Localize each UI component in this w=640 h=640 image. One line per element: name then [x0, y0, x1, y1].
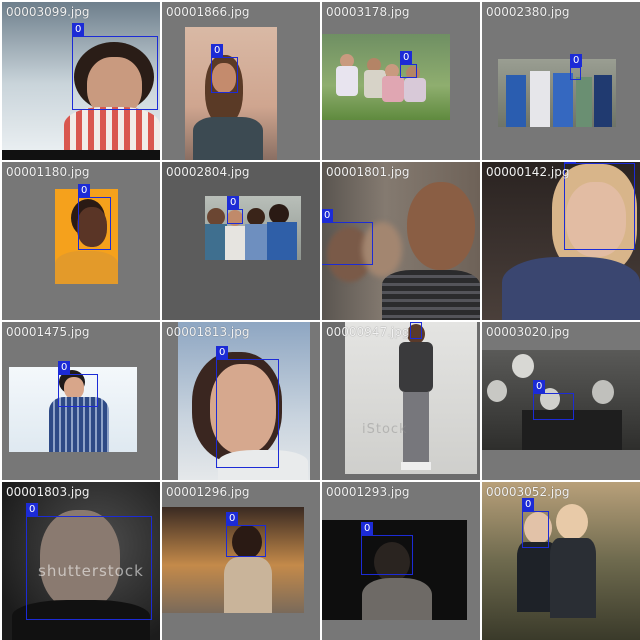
filename-label: 00001803.jpg — [6, 485, 90, 499]
bounding-box: 0 — [322, 209, 373, 265]
class-label: 0 — [78, 184, 91, 197]
bounding-box: 0 — [26, 503, 152, 620]
bounding-box: 0 — [78, 184, 111, 250]
filename-label: 00001293.jpg — [326, 485, 410, 499]
filename-label: 00001801.jpg — [326, 165, 410, 179]
photo — [345, 322, 477, 474]
tile-7: 00001801.jpg 0 — [322, 162, 480, 320]
filename-label: 00001180.jpg — [6, 165, 90, 179]
bounding-box: 0 — [361, 522, 413, 575]
tile-15: 00001293.jpg 0 — [322, 482, 480, 640]
filename-label: 00001475.jpg — [6, 325, 90, 339]
photo — [162, 507, 304, 613]
class-label: 0 — [322, 209, 334, 222]
tile-16: 00003052.jpg 0 — [482, 482, 640, 640]
photo — [322, 520, 467, 620]
filename-label: 00002804.jpg — [166, 165, 250, 179]
bounding-box: 0 — [533, 380, 574, 420]
filename-label: 00000142.jpg — [486, 165, 570, 179]
tile-8: 00000142.jpg 0 — [482, 162, 640, 320]
bounding-box: 0 — [564, 162, 635, 250]
photo — [55, 189, 118, 284]
tile-1: 00003099.jpg 0 — [2, 2, 160, 160]
class-label: 0 — [564, 162, 577, 163]
tile-11: iStock 00000947.jpg 0 — [322, 322, 480, 480]
class-label: 0 — [26, 503, 39, 516]
bounding-box: 0 — [226, 512, 266, 557]
bounding-box: 0 — [211, 44, 238, 93]
class-label: 0 — [570, 54, 583, 67]
class-label: 0 — [533, 380, 546, 393]
tile-10: 00001813.jpg 0 — [162, 322, 320, 480]
class-label: 0 — [58, 361, 71, 374]
tile-13: shutterstock 00001803.jpg 0 — [2, 482, 160, 640]
photo — [322, 34, 450, 120]
filename-label: 00001866.jpg — [166, 5, 250, 19]
photo — [498, 59, 616, 127]
photo — [322, 162, 480, 320]
bounding-box: 0 — [410, 322, 422, 339]
filename-label: 00003052.jpg — [486, 485, 570, 499]
photo — [178, 322, 310, 480]
tile-6: 00002804.jpg 0 — [162, 162, 320, 320]
tile-5: 00001180.jpg 0 — [2, 162, 160, 320]
tile-2: 00001866.jpg 0 — [162, 2, 320, 160]
class-label: 0 — [227, 196, 240, 209]
class-label: 0 — [226, 512, 239, 525]
filename-label: 00003178.jpg — [326, 5, 410, 19]
class-label: 0 — [400, 51, 413, 64]
bounding-box: 0 — [58, 361, 98, 407]
bounding-box: 0 — [570, 54, 583, 80]
bounding-box: 0 — [216, 346, 279, 468]
filename-label: 00003099.jpg — [6, 5, 90, 19]
class-label: 0 — [72, 23, 85, 36]
class-label: 0 — [361, 522, 374, 535]
photo — [482, 350, 640, 450]
tile-4: 00002380.jpg 0 — [482, 2, 640, 160]
tile-9: 00001475.jpg 0 — [2, 322, 160, 480]
filename-label: 00002380.jpg — [486, 5, 570, 19]
bounding-box: 0 — [227, 196, 243, 224]
class-label: 0 — [211, 44, 224, 57]
filename-label: 00001296.jpg — [166, 485, 250, 499]
class-label: 0 — [522, 498, 535, 511]
filename-label: 00000947.jpg — [326, 325, 410, 339]
photo — [482, 162, 640, 320]
bounding-box: 0 — [400, 51, 417, 78]
tile-12: 00003020.jpg 0 — [482, 322, 640, 480]
tile-3: 00003178.jpg 0 — [322, 2, 480, 160]
filename-label: 00001813.jpg — [166, 325, 250, 339]
tile-14: 00001296.jpg 0 — [162, 482, 320, 640]
photo — [482, 482, 640, 640]
photo — [185, 27, 277, 160]
class-label: 0 — [216, 346, 229, 359]
filename-label: 00003020.jpg — [486, 325, 570, 339]
bounding-box: 0 — [522, 498, 549, 548]
bounding-box: 0 — [72, 23, 158, 110]
photo — [205, 196, 301, 260]
